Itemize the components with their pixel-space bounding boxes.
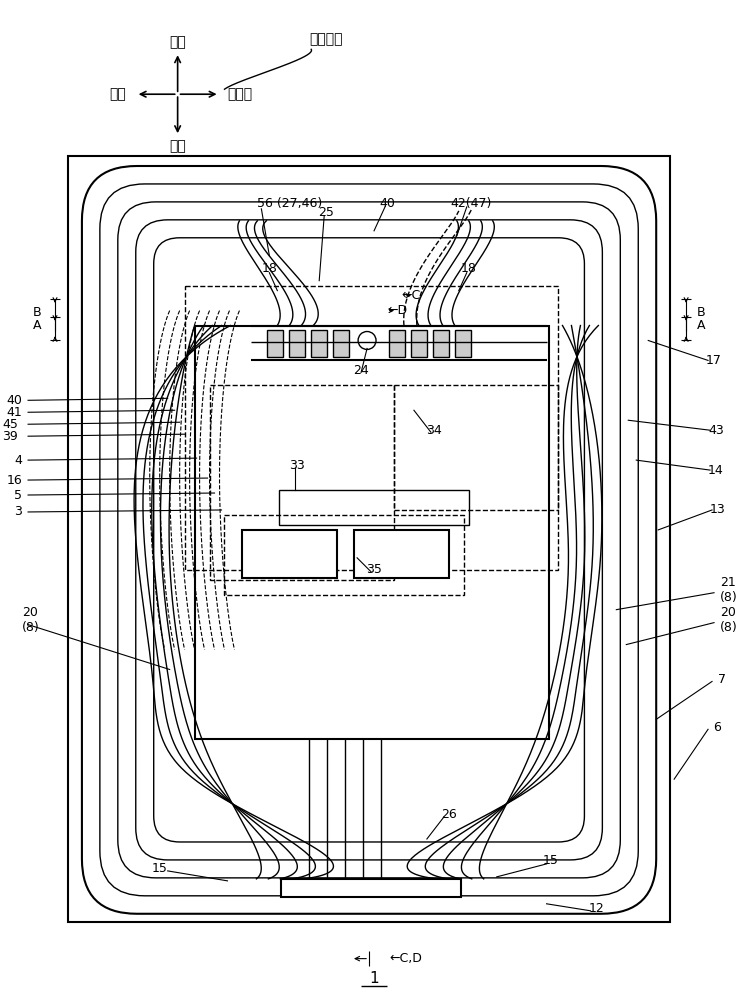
Text: 17: 17: [706, 354, 722, 367]
Text: 18: 18: [261, 262, 278, 275]
Text: 16: 16: [7, 474, 22, 487]
Text: 13: 13: [710, 503, 726, 516]
Text: 40: 40: [379, 197, 395, 210]
Text: 41: 41: [7, 406, 22, 419]
Text: 前侧: 前侧: [169, 35, 186, 49]
Bar: [243, 530, 337, 578]
Text: 14: 14: [708, 464, 724, 477]
Text: 45: 45: [2, 418, 18, 431]
Text: 43: 43: [708, 424, 724, 437]
Text: 宽度方向: 宽度方向: [309, 32, 343, 46]
Text: 56 (27,46): 56 (27,46): [258, 197, 323, 210]
Text: 20
(8): 20 (8): [720, 606, 738, 634]
Text: 4: 4: [14, 454, 22, 467]
Bar: [209, 385, 394, 580]
Bar: [312, 330, 327, 357]
Text: 1: 1: [369, 971, 379, 986]
Text: ←C,D: ←C,D: [389, 952, 422, 965]
Text: 26: 26: [441, 808, 457, 821]
Text: 33: 33: [289, 459, 305, 472]
Text: A: A: [697, 319, 705, 332]
Bar: [224, 515, 464, 595]
Bar: [333, 330, 349, 357]
Bar: [279, 490, 468, 525]
Text: 12: 12: [588, 902, 605, 915]
Bar: [195, 326, 548, 739]
Bar: [433, 330, 449, 357]
Text: 40: 40: [6, 394, 22, 407]
Bar: [68, 156, 670, 922]
Text: 24: 24: [353, 364, 369, 377]
Text: 25: 25: [318, 206, 334, 219]
Bar: [389, 330, 405, 357]
Text: 34: 34: [426, 424, 442, 437]
Text: B: B: [697, 306, 705, 319]
Text: 5: 5: [14, 489, 22, 502]
Text: 18: 18: [461, 262, 477, 275]
Bar: [354, 530, 449, 578]
Text: ←C: ←C: [401, 289, 420, 302]
Text: 6: 6: [713, 721, 721, 734]
Text: 20
(8): 20 (8): [22, 606, 40, 634]
Text: 3: 3: [14, 505, 22, 518]
Text: 一侧: 一侧: [110, 87, 127, 101]
Text: 15: 15: [542, 854, 559, 867]
Text: 后侧: 后侧: [169, 139, 186, 153]
Bar: [289, 330, 306, 357]
Bar: [184, 286, 559, 570]
Text: B: B: [33, 306, 41, 319]
Text: 39: 39: [2, 430, 18, 443]
Bar: [281, 879, 461, 897]
Text: A: A: [33, 319, 41, 332]
Text: 15: 15: [152, 862, 168, 875]
Text: 21
(8): 21 (8): [720, 576, 738, 604]
Text: 另一侧: 另一侧: [227, 87, 252, 101]
Text: ←D: ←D: [387, 304, 407, 317]
Text: 42(47): 42(47): [450, 197, 491, 210]
Bar: [411, 330, 427, 357]
Text: 7: 7: [718, 673, 726, 686]
Bar: [267, 330, 283, 357]
Text: 35: 35: [366, 563, 382, 576]
Bar: [455, 330, 471, 357]
